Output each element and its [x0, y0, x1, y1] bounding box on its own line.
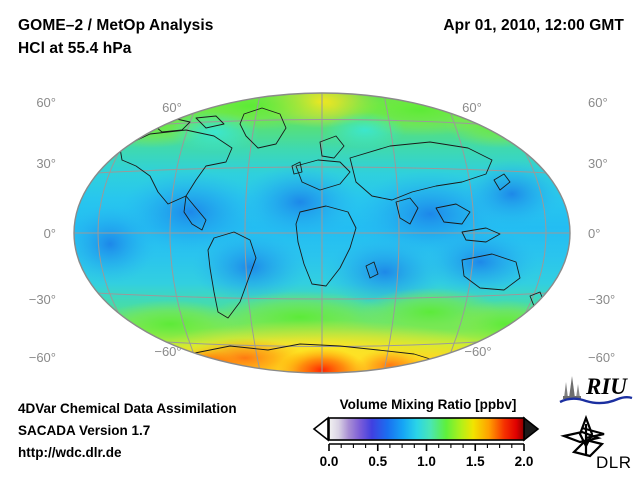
footer-info-block: 4DVar Chemical Data Assimilation SACADA … [18, 398, 318, 464]
latitude-labels-inner-overlay: 60° 60° −60° −60° [154, 100, 491, 359]
lat-label-inner-left-60: 60° [36, 95, 56, 110]
globe-outline [73, 92, 571, 374]
colorbar-title: Volume Mixing Ratio [ppbv] [339, 397, 517, 412]
page-title: GOME–2 / MetOp Analysis [18, 17, 214, 34]
colorbar-extend-min-arrow [312, 416, 329, 442]
colorbar-gradient [328, 417, 525, 441]
dlr-logo: DLR [560, 414, 632, 472]
logo-block: RIU DLR [556, 372, 636, 472]
page-subtitle: HCl at 55.4 hPa [18, 40, 132, 57]
lat-label-left-0: 0° [44, 226, 56, 241]
lat-label-left-neg30: −30° [29, 292, 56, 307]
colorbar-tick-label-2: 1.0 [417, 454, 436, 469]
lat-label-left-30: 30° [36, 156, 56, 171]
coastlines [119, 107, 545, 373]
header-title-block: GOME–2 / MetOp Analysis HCl at 55.4 hPa [18, 14, 358, 60]
colorbar: 0.0 0.5 1.0 1.5 2.0 [312, 416, 540, 469]
colorbar-minor-ticks [340, 444, 513, 448]
lat-label-right-neg30: −30° [588, 292, 615, 307]
footer-line-url[interactable]: http://wdc.dlr.de [18, 445, 122, 460]
lat-label-right-0: 0° [588, 226, 600, 241]
colorbar-tick-label-0: 0.0 [320, 454, 339, 469]
colorbar-tick-label-3: 1.5 [466, 454, 485, 469]
mollweide-map: 60° 30° 0° −30° −60° 60° 30° 0° −30° −60… [29, 92, 616, 374]
colorbar-tick-label-1: 0.5 [368, 454, 387, 469]
lat-inner-left-60-overlay: 60° [162, 100, 182, 115]
riu-logo: RIU [559, 374, 633, 405]
lat-label-inner-right-neg60: −60° [588, 350, 615, 365]
colorbar-major-ticks [328, 444, 525, 451]
lat-inner-right-60-overlay: 60° [462, 100, 482, 115]
lat-inner-left-neg60-overlay: −60° [154, 344, 181, 359]
graticule [74, 93, 570, 373]
dlr-logo-text: DLR [596, 453, 632, 472]
riu-tower-icon [563, 376, 581, 399]
lat-inner-right-neg60-overlay: −60° [464, 344, 491, 359]
lat-label-inner-right-60: 60° [588, 95, 608, 110]
lat-label-inner-left-neg60: −60° [29, 350, 56, 365]
riu-logo-text: RIU [585, 374, 628, 399]
colorbar-tick-label-4: 2.0 [515, 454, 534, 469]
dlr-pinwheel-icon [560, 414, 605, 458]
lat-label-right-30: 30° [588, 156, 608, 171]
footer-line-version: SACADA Version 1.7 [18, 423, 151, 438]
latitude-labels: 60° 30° 0° −30° −60° 60° 30° 0° −30° −60… [29, 95, 616, 365]
world-map-panel: 60° 30° 0° −30° −60° 60° 30° 0° −30° −60… [0, 62, 640, 382]
colorbar-block: Volume Mixing Ratio [ppbv] [310, 396, 546, 472]
colorbar-extend-max-arrow [523, 416, 540, 442]
riu-wave-icon [559, 396, 633, 405]
footer-line-assimilation: 4DVar Chemical Data Assimilation [18, 401, 237, 416]
data-field [74, 93, 570, 373]
header-timestamp: Apr 01, 2010, 12:00 GMT [443, 17, 624, 34]
